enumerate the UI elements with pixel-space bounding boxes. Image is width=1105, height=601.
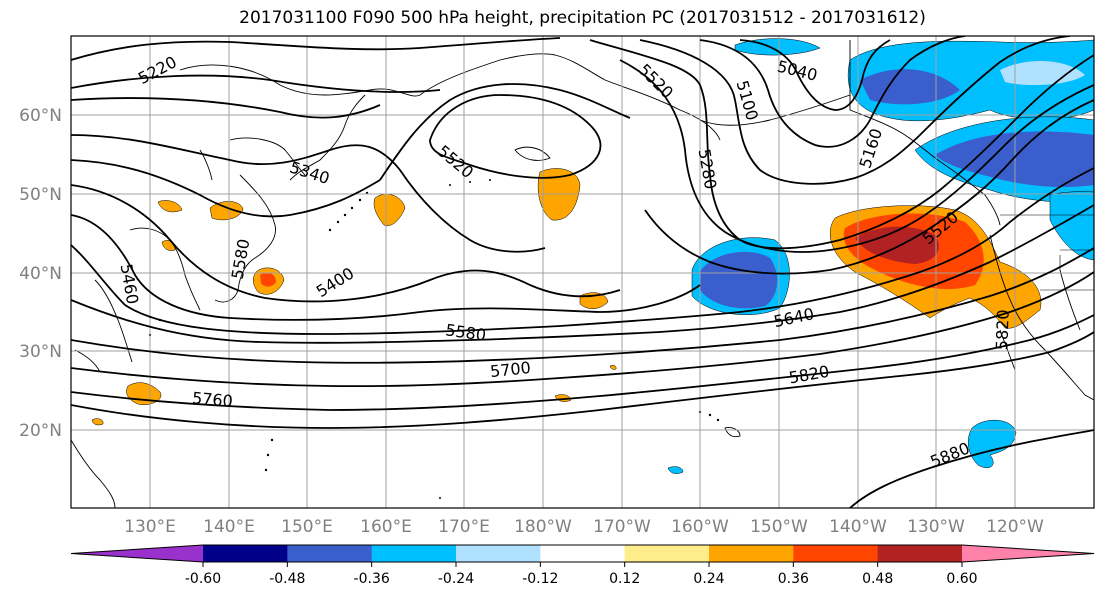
colorbar-segment — [540, 545, 626, 562]
lon-label: 130°W — [907, 517, 965, 537]
lon-label: 150°W — [750, 517, 808, 537]
contour-line — [589, 39, 1094, 250]
colorbar-segment — [877, 545, 963, 562]
precip-area-positive — [609, 364, 617, 370]
contour-line — [71, 204, 1094, 344]
coastline — [71, 439, 116, 508]
lon-label: 160°W — [671, 517, 729, 537]
colorbar-extend-max — [962, 545, 1094, 562]
longitude-labels: 130°E 140°E 150°E 160°E 170°E 180°W 170°… — [124, 517, 1044, 537]
colorbar-extend-min — [71, 545, 203, 562]
colorbar-segment — [709, 545, 794, 562]
coastline — [129, 227, 201, 311]
colorbar-tick-label: 0.60 — [946, 571, 977, 587]
contour-line — [644, 99, 1094, 275]
contour-line — [71, 214, 701, 321]
contour-line — [429, 94, 602, 179]
lat-label: 30°N — [19, 342, 62, 362]
contour-line — [71, 167, 1094, 335]
contour-line — [639, 36, 1071, 185]
coastline — [514, 146, 551, 161]
colorbar-tick-label: 0.12 — [609, 571, 640, 587]
map-title: 2017031100 F090 500 hPa height, precipit… — [239, 8, 926, 28]
gridlines — [71, 36, 1094, 508]
colorbar-segment — [287, 545, 373, 562]
precip-area-positive — [373, 193, 406, 226]
colorbar-tick-label: -0.12 — [522, 571, 558, 587]
precip-area-strong-positive — [260, 272, 276, 287]
contour-line — [699, 36, 966, 148]
colorbar-tick-label: 0.48 — [862, 571, 893, 587]
coastline — [699, 94, 851, 126]
coastline — [1059, 269, 1081, 331]
colorbar-segment — [793, 545, 879, 562]
latitude-labels: 60°N 50°N 40°N 30°N 20°N — [19, 106, 62, 441]
colorbar-segment — [203, 545, 288, 562]
contour-line — [71, 37, 561, 61]
coastline — [724, 427, 741, 438]
coastline — [179, 53, 721, 141]
contour-line — [71, 74, 441, 93]
height-contours — [71, 36, 1094, 508]
coastline — [214, 174, 276, 303]
colorbar-tick-label: -0.24 — [438, 571, 474, 587]
colorbar-tick-label: -0.48 — [269, 571, 305, 587]
coastline — [999, 329, 1016, 371]
lon-label: 130°E — [124, 517, 176, 537]
contour-line — [739, 39, 891, 111]
contour-line — [849, 429, 1094, 508]
contour-label: 5760 — [191, 388, 233, 410]
colorbar-tick-label: 0.24 — [693, 571, 724, 587]
precip-area-strong-negative — [860, 69, 960, 105]
contour-line — [71, 247, 1094, 364]
contour-label: 5820 — [992, 309, 1012, 350]
coastline — [989, 234, 1094, 401]
colorbar-tick-label: -0.36 — [354, 571, 390, 587]
colorbar: -0.60 -0.48 -0.36 -0.24 -0.12 0.12 0.24 0.36 0.4… — [70, 544, 1095, 587]
precip-area-positive — [209, 201, 244, 221]
coastline — [199, 149, 213, 181]
lon-label: 150°E — [281, 517, 333, 537]
contour-label: 5700 — [489, 358, 531, 381]
contour-line — [71, 184, 621, 303]
lon-label: 170°W — [593, 517, 651, 537]
colorbar-tick-label: -0.60 — [185, 571, 221, 587]
coastlines — [71, 40, 1094, 508]
colorbar-segment — [624, 545, 710, 562]
colorbar-segment — [456, 545, 541, 562]
contour-line — [71, 314, 1094, 411]
lon-label: 180°W — [514, 517, 572, 537]
contour-line — [379, 83, 631, 181]
precip-area-weak-negative — [1000, 60, 1085, 86]
lon-label: 170°E — [438, 517, 490, 537]
precip-area-positive — [91, 418, 104, 426]
coastline — [229, 137, 306, 176]
lat-label: 60°N — [19, 106, 62, 126]
lon-label: 140°E — [203, 517, 255, 537]
lon-label: 140°W — [829, 517, 887, 537]
lon-label: 160°E — [360, 517, 412, 537]
contour-line — [71, 271, 1094, 388]
map-frame — [70, 35, 1095, 509]
lat-label: 50°N — [19, 185, 62, 205]
precip-area-positive — [157, 200, 183, 213]
contour-line — [71, 159, 381, 218]
coastline — [289, 94, 366, 181]
contour-line — [619, 59, 1094, 253]
lat-label: 40°N — [19, 264, 62, 284]
precip-area-negative — [667, 466, 684, 474]
lon-label: 120°W — [986, 517, 1044, 537]
coastline — [849, 40, 1001, 226]
contour-line — [71, 134, 546, 253]
colorbar-segment — [371, 545, 457, 562]
colorbar-tick-label: 0.36 — [778, 571, 809, 587]
contour-line — [71, 331, 1094, 429]
contour-line — [71, 97, 381, 119]
lat-label: 20°N — [19, 421, 62, 441]
